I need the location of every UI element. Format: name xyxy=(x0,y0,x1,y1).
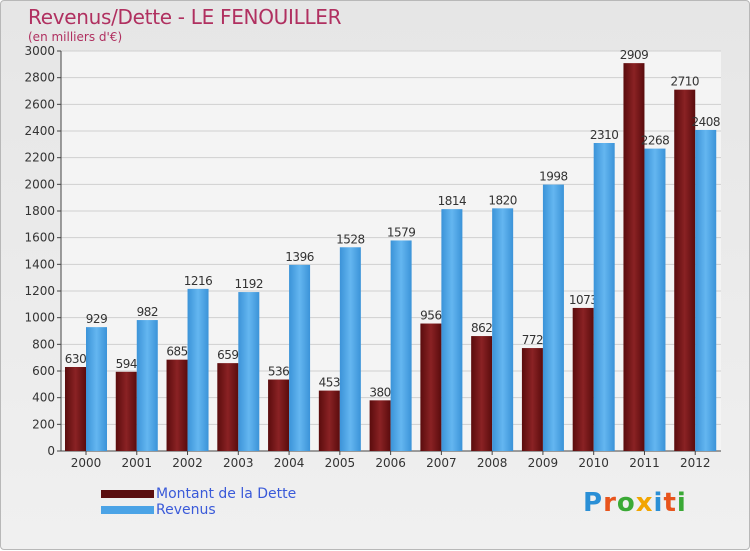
bar-dette xyxy=(217,363,239,451)
data-label-revenus: 1396 xyxy=(285,250,314,264)
data-label-dette: 772 xyxy=(522,333,543,347)
logo-letter: P xyxy=(583,488,604,518)
x-tick-label: 2008 xyxy=(477,456,508,470)
data-label-revenus: 982 xyxy=(137,305,158,319)
y-tick-label: 800 xyxy=(32,337,55,351)
x-tick-label: 2003 xyxy=(223,456,254,470)
y-tick-label: 1400 xyxy=(24,257,55,271)
data-label-dette: 1073 xyxy=(569,293,598,307)
bar-revenus xyxy=(593,143,615,451)
y-tick-label: 0 xyxy=(47,444,55,458)
proxiti-logo: Proxiti xyxy=(583,488,687,518)
bar-dette xyxy=(572,307,594,451)
bar-dette xyxy=(521,348,543,451)
x-tick-label: 2002 xyxy=(172,456,203,470)
bar-revenus xyxy=(238,292,260,451)
data-label-dette: 380 xyxy=(369,385,390,399)
data-label-dette: 630 xyxy=(65,352,86,366)
logo-letter: t xyxy=(663,488,677,518)
y-tick-label: 1200 xyxy=(24,284,55,298)
data-label-dette: 659 xyxy=(217,348,238,362)
bar-revenus xyxy=(187,288,209,451)
bar-revenus xyxy=(390,240,412,451)
bar-dette xyxy=(623,63,645,452)
logo-letter: o xyxy=(616,488,636,518)
x-tick-label: 2011 xyxy=(629,456,660,470)
bar-revenus xyxy=(441,209,463,451)
y-tick-label: 400 xyxy=(32,391,55,405)
bar-revenus xyxy=(339,247,361,451)
bar-revenus xyxy=(695,129,717,451)
data-label-dette: 536 xyxy=(268,365,289,379)
data-label-revenus: 1216 xyxy=(184,274,213,288)
data-label-dette: 2909 xyxy=(620,48,649,62)
x-tick-label: 2000 xyxy=(71,456,102,470)
y-tick-label: 2400 xyxy=(24,124,55,138)
data-label-revenus: 2310 xyxy=(590,128,619,142)
bar-dette xyxy=(674,89,696,452)
y-tick-label: 1600 xyxy=(24,231,55,245)
bar-revenus xyxy=(542,184,564,451)
data-label-revenus: 2408 xyxy=(691,115,720,129)
bar-revenus xyxy=(86,327,107,451)
y-tick-label: 2000 xyxy=(24,177,55,191)
legend-label-revenus: Revenus xyxy=(156,502,216,518)
logo-letter: i xyxy=(653,488,664,518)
logo-letter: i xyxy=(676,488,687,518)
data-label-dette: 453 xyxy=(319,376,340,390)
legend-label-dette: Montant de la Dette xyxy=(156,486,297,502)
logo-letter: x xyxy=(635,488,654,518)
bar-dette xyxy=(115,371,137,451)
x-tick-label: 2007 xyxy=(426,456,457,470)
y-tick-label: 3000 xyxy=(24,44,55,58)
x-tick-label: 2010 xyxy=(578,456,609,470)
bar-dette xyxy=(65,367,86,451)
bar-revenus xyxy=(644,148,666,451)
bar-revenus xyxy=(289,264,311,451)
y-tick-label: 600 xyxy=(32,364,55,378)
bar-revenus xyxy=(136,320,158,451)
data-label-revenus: 1192 xyxy=(235,277,264,291)
x-tick-label: 2012 xyxy=(680,456,711,470)
chart-subtitle: (en milliers d'€) xyxy=(28,30,123,44)
y-tick-label: 1000 xyxy=(24,311,55,325)
x-tick-label: 2009 xyxy=(528,456,559,470)
data-label-revenus: 1820 xyxy=(488,193,517,207)
y-tick-label: 1800 xyxy=(24,204,55,218)
bar-dette xyxy=(471,336,493,451)
bar-dette xyxy=(268,379,290,451)
y-tick-label: 2800 xyxy=(24,71,55,85)
data-label-dette: 862 xyxy=(471,321,492,335)
data-label-dette: 956 xyxy=(420,309,441,323)
data-label-revenus: 1528 xyxy=(336,232,365,246)
data-label-revenus: 929 xyxy=(86,312,107,326)
x-tick-label: 2004 xyxy=(274,456,305,470)
data-label-dette: 685 xyxy=(166,345,187,359)
data-label-revenus: 1998 xyxy=(539,170,568,184)
x-tick-label: 2001 xyxy=(121,456,152,470)
data-label-revenus: 2268 xyxy=(641,134,670,148)
logo-letter: r xyxy=(603,488,617,518)
bar-dette xyxy=(166,359,188,451)
y-tick-label: 2600 xyxy=(24,97,55,111)
y-tick-label: 2200 xyxy=(24,151,55,165)
data-label-dette: 2710 xyxy=(670,75,699,89)
data-label-revenus: 1814 xyxy=(438,194,467,208)
y-tick-label: 200 xyxy=(32,417,55,431)
bar-revenus xyxy=(492,208,514,451)
legend-swatch-dette xyxy=(101,490,154,498)
x-tick-label: 2006 xyxy=(375,456,406,470)
bar-dette xyxy=(369,400,391,451)
chart-title: Revenus/Dette - LE FENOUILLER xyxy=(28,5,342,29)
x-tick-label: 2005 xyxy=(325,456,356,470)
bar-dette xyxy=(420,323,442,451)
bar-dette xyxy=(318,390,340,451)
data-label-revenus: 1579 xyxy=(387,225,416,239)
legend-swatch-revenus xyxy=(101,506,154,514)
data-label-dette: 594 xyxy=(116,357,137,371)
